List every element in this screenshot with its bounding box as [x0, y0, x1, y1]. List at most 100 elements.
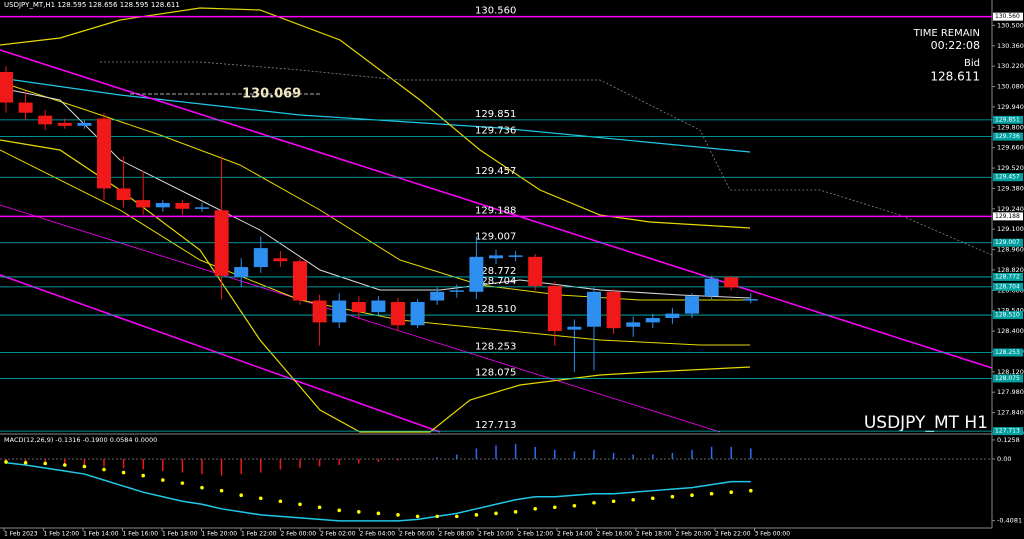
price-level-label: 129.007 [475, 232, 516, 243]
axis-price-box [993, 173, 1023, 182]
symbol-label: USDJPY_MT H1 [864, 413, 988, 433]
axis-price-label: 128.772 [995, 273, 1020, 280]
y-tick-label: 130.080 [997, 83, 1024, 91]
candle-body [430, 291, 445, 301]
candle-body [273, 258, 288, 262]
time-remain-label: TIME REMAIN [913, 28, 980, 39]
signal-dot [4, 460, 8, 464]
price-level-label: 128.253 [475, 341, 516, 352]
axis-price-box [993, 282, 1023, 291]
axis-price-box [993, 272, 1023, 281]
moving-average [0, 77, 751, 153]
axis-price-label: 129.188 [995, 213, 1020, 220]
x-tick-label: 2 Feb 20:00 [676, 531, 712, 538]
y-tick-label: 128.120 [997, 368, 1024, 376]
candle-body [743, 299, 758, 301]
axis-price-box [993, 12, 1023, 21]
signal-dot [729, 490, 733, 494]
signal-dot [63, 463, 67, 467]
candle-body [606, 291, 621, 329]
candle-body [645, 317, 660, 323]
axis-price-label: 128.253 [995, 349, 1020, 356]
signal-dot [533, 507, 537, 511]
axis-price-box [993, 238, 1023, 247]
signal-dot [396, 513, 400, 517]
x-tick-label: 2 Feb 02:00 [320, 531, 356, 538]
y-tick-label: 129.940 [997, 103, 1024, 111]
y-tick-label: 129.240 [997, 205, 1024, 213]
axis-price-box [993, 374, 1023, 383]
axis-price-label: 130.560 [995, 13, 1020, 20]
price-level-label: 129.851 [475, 109, 516, 120]
candle-body [547, 285, 562, 332]
x-tick-label: 2 Feb 18:00 [636, 531, 672, 538]
candle-body [351, 301, 366, 313]
signal-dot [43, 461, 47, 466]
candle-body [0, 71, 13, 103]
x-tick-label: 2 Feb 22:00 [715, 531, 751, 538]
price-level-label: 127.713 [475, 420, 516, 431]
signal-dot [180, 481, 185, 485]
channel-line [0, 274, 441, 433]
signal-dot [317, 505, 322, 510]
candle-body [371, 300, 386, 313]
price-annotation: 130.069 [242, 87, 301, 102]
signal-dot [553, 505, 557, 510]
x-tick-label: 1 Feb 2023 [4, 531, 38, 538]
bid-label: Bid [964, 58, 980, 69]
axis-price-box [993, 212, 1023, 221]
y-tick-label: 128.820 [997, 266, 1024, 274]
x-tick-label: 2 Feb 12:00 [518, 531, 554, 538]
time-remain: 00:22:08 [931, 39, 980, 52]
x-tick-label: 2 Feb 00:00 [281, 531, 317, 538]
signal-dot [749, 488, 753, 493]
axis-price-label: 128.075 [995, 375, 1020, 382]
x-tick-label: 1 Feb 12:00 [44, 531, 80, 538]
y-tick-label: 128.540 [997, 307, 1024, 315]
candle-body [410, 301, 425, 326]
axis-price-box [993, 348, 1023, 357]
cloud [100, 61, 993, 256]
candle-body [195, 207, 209, 209]
x-tick-label: 1 Feb 18:00 [162, 531, 198, 538]
candle-body [136, 200, 151, 208]
axis-price-box [993, 115, 1023, 124]
y-tick-label: 129.100 [997, 225, 1024, 233]
signal-dot [611, 499, 616, 504]
signal-dot [651, 496, 655, 501]
candle-body [332, 300, 347, 323]
signal-dot [592, 500, 596, 505]
y-tick-label: 129.520 [997, 164, 1024, 172]
axis-price-label: 129.457 [995, 174, 1020, 181]
signal-dot [376, 511, 381, 516]
signal-dot [337, 508, 342, 513]
candle-body [449, 290, 464, 292]
axis-price-box [993, 132, 1023, 141]
signal-dot [200, 485, 204, 490]
price-level-label: 129.188 [475, 205, 516, 216]
candle-body [18, 102, 33, 113]
price-level-label: 129.736 [475, 126, 516, 137]
candle-body [665, 313, 680, 318]
x-tick-label: 1 Feb 22:00 [241, 531, 277, 538]
candle-body [391, 301, 405, 326]
macd-tick-label: 0.00 [997, 455, 1011, 463]
signal-dot [278, 499, 283, 504]
y-tick-label: 130.220 [997, 62, 1024, 70]
signal-dot [474, 513, 479, 517]
signal-dot [219, 488, 224, 493]
macd-tick-label: 0.1258 [997, 436, 1020, 444]
signal-dot [494, 511, 498, 516]
candle-body [293, 261, 307, 301]
candle-body [57, 122, 72, 126]
x-tick-label: 1 Feb 20:00 [202, 531, 238, 538]
bid-price: 128.611 [930, 70, 980, 84]
signal-dot [690, 493, 694, 498]
signal-dot [415, 514, 420, 519]
signal-dot [141, 473, 145, 478]
x-tick-label: 2 Feb 14:00 [557, 531, 593, 538]
price-level-label: 128.075 [475, 367, 516, 378]
price-level-label: 130.560 [475, 6, 516, 17]
signal-dot [435, 514, 440, 519]
macd-title: MACD(12,26,9) -0.1316 -0.1900 0.0584 0.0… [4, 436, 157, 444]
